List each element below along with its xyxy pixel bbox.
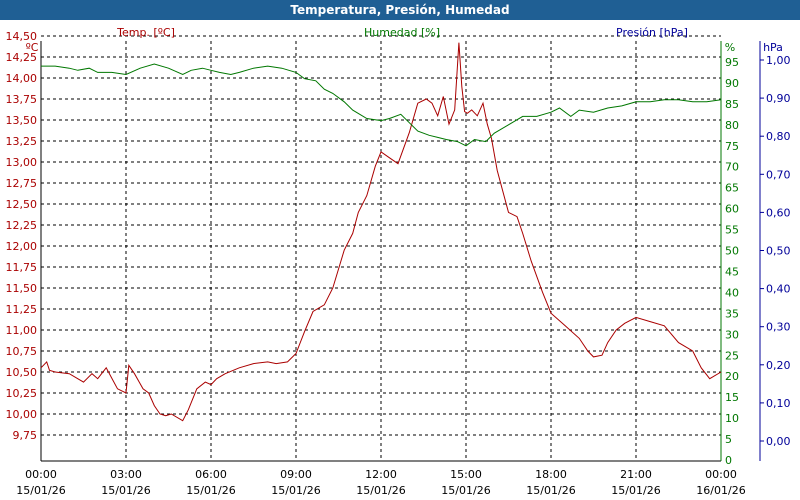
- temperature-tick-label: 13,25: [6, 135, 38, 148]
- pressure-tick-label: 0,80: [766, 130, 791, 143]
- pressure-tick-label: 0,60: [766, 206, 791, 219]
- temperature-tick-label: 11,25: [6, 303, 38, 316]
- temperature-tick-label: 10,25: [6, 387, 38, 400]
- temperature-tick-label: 10,00: [6, 408, 38, 421]
- temperature-tick-label: 14,50: [6, 30, 38, 43]
- humidity-tick-label: 10: [725, 412, 739, 425]
- humidity-tick-label: 30: [725, 328, 739, 341]
- pressure-tick-label: 0,50: [766, 245, 791, 258]
- x-tick-date: 15/01/26: [16, 484, 65, 497]
- humidity-tick-label: 75: [725, 140, 739, 153]
- x-tick-date: 15/01/26: [611, 484, 660, 497]
- temperature-tick-label: 10,75: [6, 345, 38, 358]
- humidity-tick-label: 20: [725, 370, 739, 383]
- pressure-tick-label: 0,70: [766, 168, 791, 181]
- pressure-tick-label: 0,10: [766, 397, 791, 410]
- x-tick-date: 15/01/26: [186, 484, 235, 497]
- x-tick-date: 15/01/26: [271, 484, 320, 497]
- temperature-tick-label: 10,50: [6, 366, 38, 379]
- humidity-tick-label: 0: [725, 454, 732, 467]
- x-tick-time: 00:00: [705, 468, 737, 481]
- temperature-tick-label: 11,00: [6, 324, 38, 337]
- x-tick-time: 12:00: [365, 468, 397, 481]
- grid-lines: [41, 35, 721, 461]
- humidity-tick-label: 15: [725, 391, 739, 404]
- pressure-axis-title: Presión [hPa]: [616, 26, 688, 39]
- x-tick-time: 15:00: [450, 468, 482, 481]
- humidity-tick-label: 65: [725, 182, 739, 195]
- humidity-unit: %: [725, 41, 735, 54]
- temperature-tick-label: 12,00: [6, 240, 38, 253]
- pressure-tick-label: 0,40: [766, 283, 791, 296]
- axis-labels: Temp. [ºC] Humedad [%] Presión [hPa] ºC …: [26, 26, 783, 54]
- pressure-tick-label: 1,00: [766, 54, 791, 67]
- pressure-tick-label: 0,90: [766, 92, 791, 105]
- x-tick-date: 15/01/26: [101, 484, 150, 497]
- x-tick-date: 15/01/26: [441, 484, 490, 497]
- humidity-tick-label: 5: [725, 433, 732, 446]
- temperature-tick-label: 14,00: [6, 72, 38, 85]
- temperature-tick-label: 12,25: [6, 219, 38, 232]
- x-tick-date: 15/01/26: [356, 484, 405, 497]
- x-tick-date: 15/01/26: [526, 484, 575, 497]
- x-tick-date: 16/01/26: [696, 484, 745, 497]
- humidity-series-line: [41, 63, 722, 147]
- humidity-tick-label: 60: [725, 203, 739, 216]
- temperature-tick-label: 11,50: [6, 282, 38, 295]
- temperature-unit: ºC: [26, 41, 39, 54]
- humidity-tick-label: 85: [725, 98, 739, 111]
- temperature-tick-label: 14,25: [6, 51, 38, 64]
- temperature-tick-label: 12,50: [6, 198, 38, 211]
- chart-title-bar: Temperatura, Presión, Humedad: [0, 0, 800, 20]
- humidity-tick-label: 45: [725, 265, 739, 278]
- pressure-tick-label: 0,30: [766, 321, 791, 334]
- x-tick-time: 06:00: [195, 468, 227, 481]
- x-tick-time: 21:00: [620, 468, 652, 481]
- humidity-tick-label: 90: [725, 77, 739, 90]
- temperature-axis-title: Temp. [ºC]: [116, 26, 175, 39]
- tick-labels: 9,75 10,00 10,25 10,50 10,75 11,00 11,25 11,50 1…: [6, 30, 791, 497]
- temperature-series-line: [40, 42, 722, 422]
- humidity-tick-label: 55: [725, 224, 739, 237]
- temperature-tick-label: 9,75: [13, 429, 38, 442]
- humidity-axis-title: Humedad [%]: [364, 26, 440, 39]
- humidity-tick-label: 70: [725, 161, 739, 174]
- pressure-tick-label: 0,20: [766, 359, 791, 372]
- x-tick-time: 00:00: [25, 468, 57, 481]
- temperature-tick-label: 13,00: [6, 156, 38, 169]
- pressure-tick-label: 0,00: [766, 435, 791, 448]
- pressure-unit: hPa: [763, 41, 783, 54]
- chart-title: Temperatura, Presión, Humedad: [290, 3, 510, 17]
- x-tick-time: 09:00: [280, 468, 312, 481]
- humidity-tick-label: 25: [725, 349, 739, 362]
- humidity-tick-label: 35: [725, 307, 739, 320]
- humidity-tick-label: 40: [725, 286, 739, 299]
- temperature-tick-label: 12,75: [6, 177, 38, 190]
- series-lines: [40, 42, 722, 422]
- temperature-tick-label: 11,75: [6, 261, 38, 274]
- temperature-tick-label: 13,75: [6, 93, 38, 106]
- temperature-tick-label: 13,50: [6, 114, 38, 127]
- chart-canvas: Temp. [ºC] Humedad [%] Presión [hPa] ºC …: [6, 26, 791, 497]
- humidity-tick-label: 95: [725, 56, 739, 69]
- x-tick-time: 03:00: [110, 468, 142, 481]
- x-tick-time: 18:00: [535, 468, 567, 481]
- axes: [40, 41, 764, 462]
- humidity-tick-label: 50: [725, 245, 739, 258]
- humidity-tick-label: 80: [725, 119, 739, 132]
